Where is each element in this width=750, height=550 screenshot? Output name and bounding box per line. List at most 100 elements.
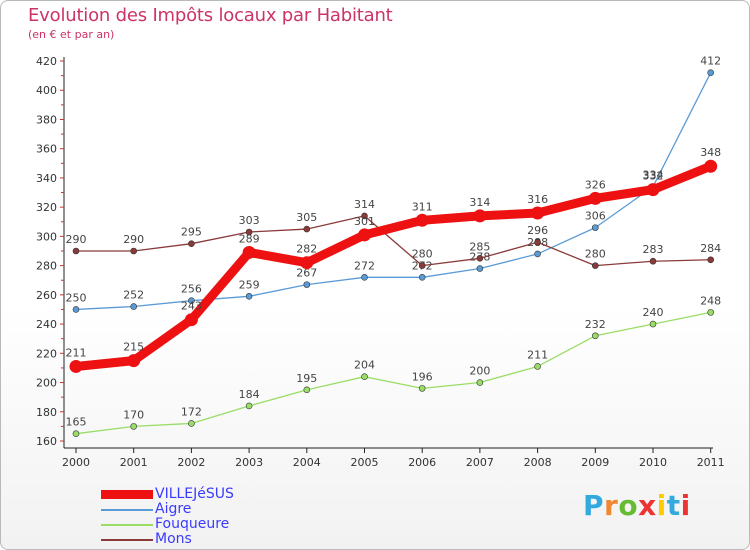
data-label-fouqueure: 196 [412, 370, 433, 383]
logo-letter: i [680, 489, 691, 522]
data-point-fouqueure [707, 309, 715, 316]
data-label-villejesus: 282 [296, 243, 317, 256]
logo-letter: o [618, 489, 639, 522]
data-point-aigre [245, 293, 253, 300]
data-label-villejesus: 211 [66, 346, 87, 359]
data-label-mons: 305 [296, 211, 317, 224]
data-point-mons [245, 228, 253, 236]
data-point-villejesus [704, 159, 718, 173]
data-point-villejesus [300, 256, 314, 270]
data-point-fouqueure [591, 332, 599, 340]
data-point-villejesus [358, 228, 371, 242]
data-point-fouqueure [361, 373, 368, 380]
data-label-mons: 284 [700, 242, 721, 255]
x-tick-label: 2001 [120, 456, 148, 469]
data-point-fouqueure [534, 363, 541, 370]
data-point-mons [476, 255, 484, 262]
x-tick-label: 2004 [293, 456, 321, 469]
data-label-fouqueure: 184 [239, 388, 260, 401]
legend-label: Aigre [155, 501, 192, 517]
data-point-aigre [188, 297, 195, 304]
data-point-fouqueure [245, 402, 253, 410]
logo-letter: P [583, 489, 605, 522]
data-label-fouqueure: 172 [181, 405, 202, 418]
y-tick-label: 240 [36, 318, 57, 331]
data-label-villejesus: 314 [469, 196, 490, 209]
data-point-mons [130, 247, 137, 255]
data-point-aigre [591, 224, 599, 231]
x-tick-label: 2006 [408, 456, 436, 469]
data-point-aigre [534, 250, 541, 258]
data-point-villejesus [531, 206, 545, 220]
logo-letter: i [656, 489, 667, 522]
legend-swatch [101, 524, 153, 526]
data-point-mons [649, 257, 657, 265]
data-label-villejesus: 215 [123, 341, 144, 354]
y-tick-label: 260 [36, 289, 57, 302]
data-label-villejesus: 326 [585, 178, 606, 191]
y-tick-label: 300 [36, 230, 57, 243]
y-tick-label: 200 [36, 377, 57, 390]
data-label-mons: 280 [412, 248, 433, 261]
data-label-aigre: 256 [181, 283, 202, 296]
data-point-mons [72, 247, 80, 255]
y-tick-label: 220 [36, 347, 57, 360]
data-point-fouqueure [303, 386, 311, 394]
data-point-villejesus [242, 245, 256, 259]
data-point-villejesus [69, 359, 83, 373]
data-point-aigre [476, 265, 484, 272]
chart-title: Evolution des Impôts locaux par Habitant [28, 5, 393, 26]
x-tick-label: 2007 [466, 456, 494, 469]
y-tick-label: 360 [36, 143, 57, 156]
x-tick-label: 2002 [177, 456, 205, 469]
x-tick-label: 2000 [62, 456, 90, 469]
data-point-aigre [707, 69, 715, 76]
data-label-villejesus: 311 [412, 200, 433, 213]
data-label-mons: 290 [66, 233, 87, 246]
data-label-aigre: 259 [239, 278, 260, 291]
data-point-villejesus [646, 183, 660, 197]
x-tick-label: 2008 [524, 456, 552, 469]
data-point-mons [188, 240, 195, 247]
data-label-mons: 303 [239, 214, 260, 227]
data-label-aigre: 334 [643, 169, 664, 182]
data-label-villejesus: 348 [700, 146, 721, 159]
data-label-fouqueure: 232 [585, 318, 606, 331]
data-point-aigre [130, 303, 137, 310]
data-point-fouqueure [130, 423, 137, 430]
y-tick-label: 380 [36, 113, 57, 126]
data-label-mons: 290 [123, 233, 144, 246]
legend-swatch [101, 490, 153, 499]
x-tick-label: 2003 [235, 456, 263, 469]
y-tick-label: 400 [36, 84, 57, 97]
data-label-aigre: 306 [585, 210, 606, 223]
data-point-aigre [303, 281, 311, 288]
data-label-villejesus: 301 [354, 215, 375, 228]
data-label-fouqueure: 204 [354, 359, 375, 372]
legend-label: VILLEJéSUS [155, 486, 234, 502]
data-label-mons: 296 [527, 224, 548, 237]
data-label-fouqueure: 195 [296, 372, 317, 385]
data-label-aigre: 250 [66, 291, 87, 304]
data-label-aigre: 272 [354, 259, 375, 272]
proxiti-logo: Proxiti [583, 489, 691, 522]
data-label-fouqueure: 200 [469, 365, 490, 378]
logo-letter: t [666, 489, 681, 522]
legend-label: Mons [155, 531, 192, 547]
data-label-mons: 295 [181, 226, 202, 239]
data-label-aigre: 252 [123, 289, 144, 302]
data-point-fouqueure [418, 385, 426, 392]
data-point-fouqueure [476, 379, 484, 386]
y-tick-label: 280 [36, 260, 57, 273]
data-label-fouqueure: 165 [66, 416, 87, 429]
data-label-villejesus: 243 [181, 300, 202, 313]
legend-swatch [101, 539, 153, 541]
x-tick-label: 2005 [351, 456, 379, 469]
data-point-villejesus [588, 191, 602, 205]
data-label-mons: 280 [585, 248, 606, 261]
data-label-fouqueure: 170 [123, 408, 144, 421]
data-point-aigre [361, 274, 368, 281]
data-label-fouqueure: 248 [700, 294, 721, 307]
data-point-fouqueure [649, 320, 657, 328]
